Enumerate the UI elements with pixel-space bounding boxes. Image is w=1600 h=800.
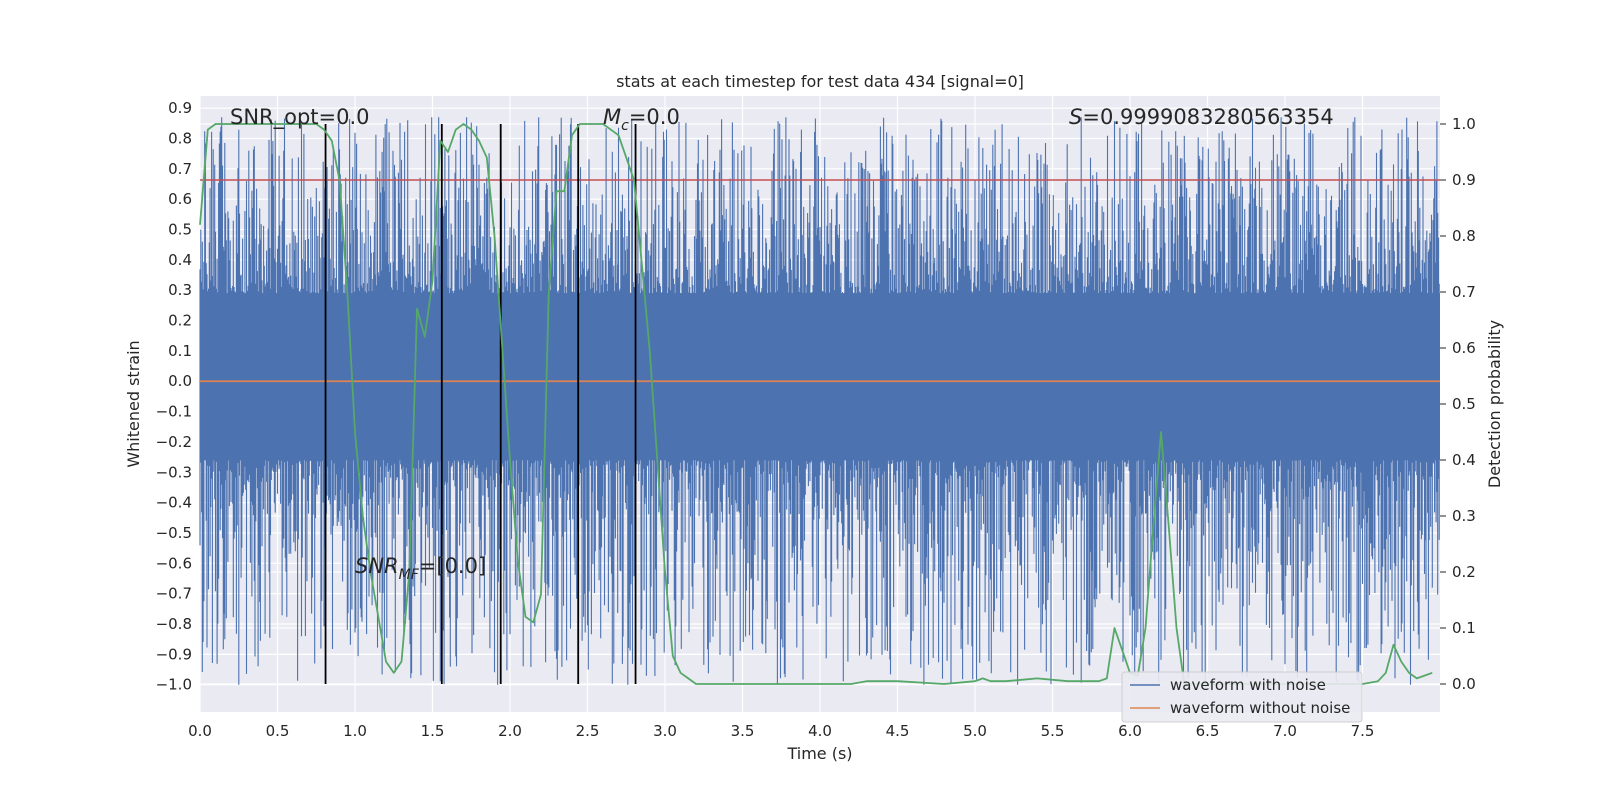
- y-tick-label: 0.5: [168, 221, 192, 239]
- ticks: 0.0 0.5 1.0 1.5 2.0 2.5 3.0 3.5 4.0 4.5 5.0 5.5 6.0 6…: [156, 99, 1476, 740]
- annotation-mc: Mc=0.0: [603, 105, 680, 134]
- y-right-tick-label: 0.7: [1452, 283, 1476, 301]
- y-right-tick-label: 0.0: [1452, 675, 1476, 693]
- x-tick-label: 4.5: [886, 722, 910, 740]
- y-tick-label: 0.7: [168, 160, 192, 178]
- y-tick-label: −0.9: [156, 645, 192, 663]
- x-tick-label: 5.0: [963, 722, 987, 740]
- x-tick-label: 0.5: [266, 722, 290, 740]
- series-waveform-with-noise: [199, 117, 1440, 685]
- x-tick-label: 3.0: [653, 722, 677, 740]
- y-tick-label: −0.1: [156, 403, 192, 421]
- legend-box: [1121, 671, 1363, 723]
- x-tick-label: 0.0: [188, 722, 212, 740]
- y-tick-label: 0.9: [168, 99, 192, 117]
- annotation-snr-mf-sub: MF: [399, 567, 420, 583]
- legend: waveform with noise waveform without noi…: [1121, 671, 1363, 723]
- y-right-tick-label: 0.4: [1452, 451, 1476, 469]
- annotation-snr-mf: SNRMF=[0.0]: [355, 554, 486, 583]
- y-tick-label: −1.0: [156, 676, 192, 694]
- chart-marks: [199, 123, 1440, 685]
- x-tick-label: 4.0: [808, 722, 832, 740]
- y-right-tick-label: 0.5: [1452, 395, 1476, 413]
- y-tick-label: 0.1: [168, 342, 192, 360]
- x-tick-label: 1.0: [343, 722, 367, 740]
- y-right-tick-label: 1.0: [1452, 115, 1476, 133]
- legend-label-clean: waveform without noise: [1170, 699, 1350, 717]
- x-axis-label: Time (s): [786, 744, 852, 763]
- x-tick-label: 3.5: [731, 722, 755, 740]
- x-tick-label: 5.5: [1041, 722, 1065, 740]
- y-tick-label: −0.7: [156, 585, 192, 603]
- y-tick-label: 0.0: [168, 372, 192, 390]
- x-tick-label: 7.0: [1273, 722, 1297, 740]
- annotation-snr-mf-value: =[0.0]: [419, 554, 486, 578]
- chart-title: stats at each timestep for test data 434…: [616, 72, 1024, 91]
- y-right-tick-label: 0.3: [1452, 507, 1476, 525]
- y-tick-label: 0.3: [168, 281, 192, 299]
- series-detection-probability: [199, 123, 1433, 685]
- y-tick-label: 0.6: [168, 190, 192, 208]
- y-tick-label: 0.4: [168, 251, 192, 269]
- x-tick-label: 2.0: [498, 722, 522, 740]
- x-tick-label: 7.5: [1351, 722, 1375, 740]
- y-tick-label: 0.2: [168, 312, 192, 330]
- y-tick-label: −0.3: [156, 463, 192, 481]
- annotation-mc-sub: c: [621, 118, 629, 134]
- x-tick-label: 2.5: [576, 722, 600, 740]
- y-tick-label: 0.8: [168, 129, 192, 147]
- y-tick-label: −0.4: [156, 494, 192, 512]
- annotation-snr-opt: SNR_opt=0.0: [230, 105, 370, 130]
- annotation-mc-symbol: M: [603, 105, 621, 129]
- y-right-tick-label: 0.8: [1452, 227, 1476, 245]
- annotation-snr-mf-symbol: SNR: [355, 554, 399, 578]
- legend-label-noise: waveform with noise: [1170, 676, 1326, 694]
- y-tick-label: −0.2: [156, 433, 192, 451]
- y-tick-label: −0.5: [156, 524, 192, 542]
- annotation-s-value: =0.9999083280563354: [1082, 105, 1333, 129]
- noise-trace: [199, 117, 1440, 685]
- x-tick-label: 6.5: [1196, 722, 1220, 740]
- y-axis-right-label: Detection probability: [1485, 320, 1504, 488]
- y-right-tick-label: 0.9: [1452, 171, 1476, 189]
- y-right-tick-label: 0.1: [1452, 619, 1476, 637]
- x-tick-label: 6.0: [1118, 722, 1142, 740]
- annotation-mc-value: =0.0: [629, 105, 680, 129]
- y-right-tick-label: 0.6: [1452, 339, 1476, 357]
- y-axis-label: Whitened strain: [124, 340, 143, 467]
- y-right-tick-label: 0.2: [1452, 563, 1476, 581]
- y-tick-label: −0.8: [156, 615, 192, 633]
- x-tick-label: 1.5: [421, 722, 445, 740]
- y-tick-label: −0.6: [156, 554, 192, 572]
- annotation-s-symbol: S: [1069, 105, 1082, 129]
- annotation-s: S=0.9999083280563354: [1069, 105, 1334, 129]
